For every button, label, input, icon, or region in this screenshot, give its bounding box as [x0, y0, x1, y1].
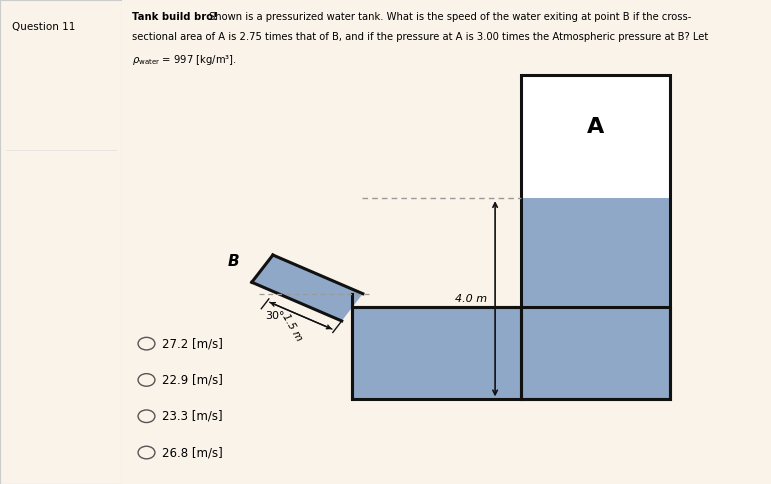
Polygon shape [252, 255, 363, 321]
Text: A: A [587, 117, 604, 137]
Text: 4.0 m: 4.0 m [455, 294, 487, 304]
Text: Shown is a pressurized water tank. What is the speed of the water exiting at poi: Shown is a pressurized water tank. What … [210, 12, 692, 22]
Text: 1.5 m: 1.5 m [280, 312, 304, 343]
Bar [521, 75, 670, 198]
Text: sectional area of A is 2.75 times that of B, and if the pressure at A is 3.00 ti: sectional area of A is 2.75 times that o… [132, 32, 708, 43]
Bar [352, 307, 670, 399]
Text: B: B [227, 254, 239, 269]
Polygon shape [352, 198, 670, 399]
Text: Question 11: Question 11 [12, 22, 76, 32]
Text: 30°: 30° [265, 311, 285, 321]
Text: Tank build bro!: Tank build bro! [132, 12, 217, 22]
Text: 22.9 [m/s]: 22.9 [m/s] [162, 374, 223, 386]
Text: 26.8 [m/s]: 26.8 [m/s] [162, 446, 223, 459]
Text: 23.3 [m/s]: 23.3 [m/s] [162, 410, 223, 423]
Bar [521, 75, 670, 399]
Text: $\rho_\mathregular{water}$ = 997 [kg/m³].: $\rho_\mathregular{water}$ = 997 [kg/m³]… [132, 53, 237, 67]
Text: 27.2 [m/s]: 27.2 [m/s] [162, 337, 223, 350]
